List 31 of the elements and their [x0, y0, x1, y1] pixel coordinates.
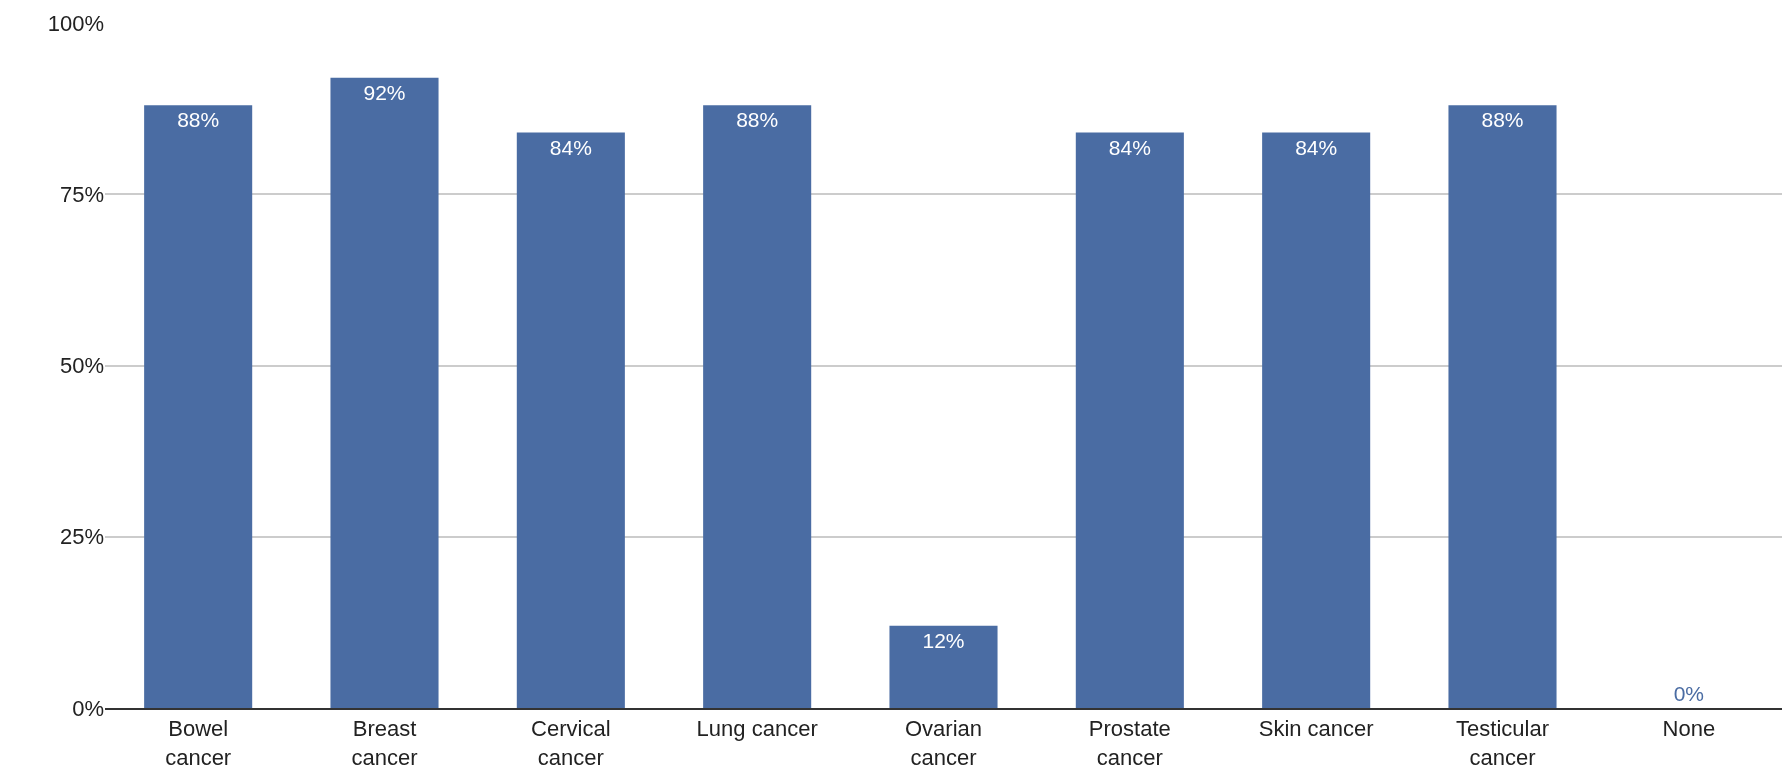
x-tick-label: Bowel cancer	[165, 716, 232, 770]
bar	[703, 105, 812, 708]
bar	[1262, 132, 1371, 708]
bar	[1448, 105, 1557, 708]
bar	[889, 625, 998, 708]
data-label: 84%	[1295, 135, 1338, 159]
y-tick-label: 50%	[59, 353, 104, 379]
data-label: 92%	[363, 80, 406, 104]
x-tick-label: Lung cancer	[696, 716, 818, 742]
y-tick-label: 100%	[47, 10, 104, 36]
x-tick-label: Prostate cancer	[1088, 716, 1171, 770]
data-label: 88%	[736, 108, 779, 132]
x-tick-label: Cervical cancer	[531, 716, 611, 770]
data-label: 0%	[1673, 682, 1705, 705]
bar	[144, 105, 253, 708]
data-label: 12%	[922, 628, 965, 652]
x-tick-label: Breast cancer	[351, 716, 418, 770]
x-tick-label: None	[1662, 716, 1716, 742]
data-label: 84%	[549, 135, 592, 159]
x-tick-label: Testicular cancer	[1456, 716, 1549, 770]
x-tick-label: Ovarian cancer	[904, 716, 983, 770]
bar	[330, 77, 439, 708]
bar	[516, 132, 625, 708]
data-label: 88%	[177, 108, 220, 132]
data-label: 88%	[1481, 108, 1524, 132]
y-tick-label: 0%	[72, 695, 104, 721]
data-label: 84%	[1108, 135, 1151, 159]
bar	[1075, 132, 1184, 708]
x-tick-label: Skin cancer	[1258, 716, 1374, 742]
y-tick-label: 75%	[59, 181, 104, 207]
y-tick-label: 25%	[59, 524, 104, 550]
